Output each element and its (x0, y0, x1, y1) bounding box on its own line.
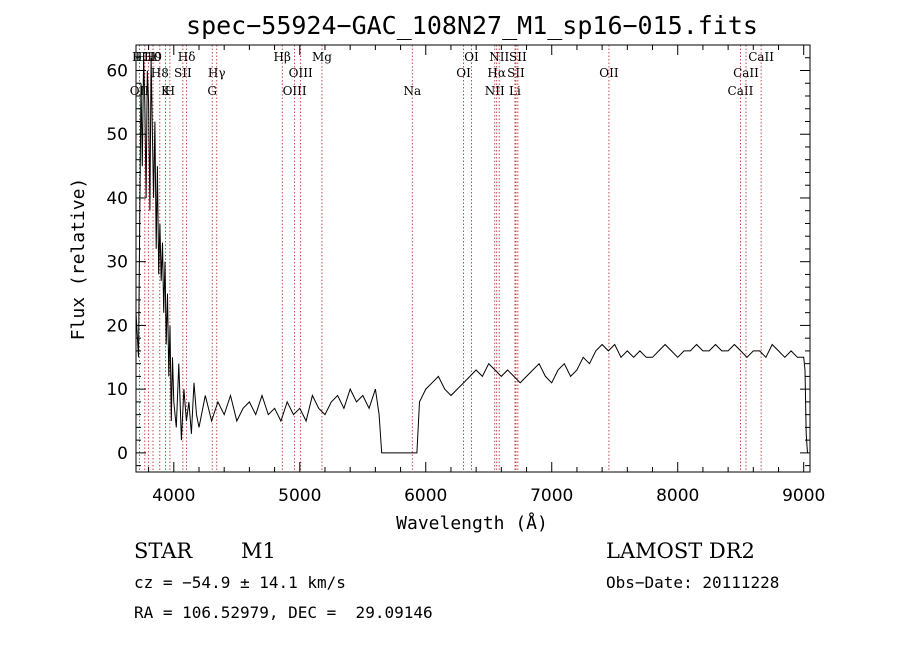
line-marker-label: CaII (748, 50, 774, 64)
line-marker-label: Na (403, 84, 421, 98)
x-tick-label: 4000 (152, 486, 195, 506)
line-marker-label: SII (174, 66, 192, 80)
spectrum-line (135, 57, 808, 454)
line-marker-label: CaII (728, 84, 754, 98)
x-tick-label: 9000 (782, 486, 825, 506)
line-marker-label: SII (507, 66, 525, 80)
observation-date: Obs−Date: 20111228 (606, 573, 780, 592)
survey-name: LAMOST DR2 (606, 539, 755, 563)
y-tick-label: 10 (106, 380, 128, 400)
y-tick-label: 60 (106, 61, 128, 81)
x-axis: 4000 5000 6000 7000 8000 9000 (148, 45, 825, 506)
line-marker-label: OI (456, 66, 471, 80)
line-marker-label: K (161, 84, 171, 98)
line-marker-label: H9 (144, 50, 162, 64)
line-marker-label: Hβ (274, 50, 291, 64)
y-tick-label: 50 (106, 125, 128, 145)
line-marker-label: CaII (733, 66, 759, 80)
line-marker-label: Li (509, 84, 521, 98)
x-tick-label: 8000 (656, 486, 699, 506)
object-subclass: M1 (241, 539, 276, 563)
line-marker-label: G (207, 84, 217, 98)
line-marker-label: Hδ (178, 50, 196, 64)
x-tick-label: 7000 (530, 486, 573, 506)
coordinates: RA = 106.52979, DEC = 29.09146 (134, 603, 433, 622)
line-marker-label: H (165, 84, 175, 98)
redshift-velocity: cz = −54.9 ± 14.1 km/s (134, 573, 346, 592)
x-tick-label: 6000 (404, 486, 447, 506)
line-marker-label: H10 (135, 50, 161, 64)
line-marker-label: OIII (289, 66, 313, 80)
line-marker-label: SII (509, 50, 527, 64)
line-marker-label: NII (489, 50, 509, 64)
line-marker-label: NII (485, 84, 505, 98)
y-axis-label: Flux (relative) (68, 178, 89, 341)
y-tick-label: 30 (106, 253, 128, 273)
y-tick-label: 40 (106, 189, 128, 209)
line-marker-label: OI (464, 50, 479, 64)
line-marker-label: Hγ (208, 66, 226, 80)
line-marker-label: OII (599, 66, 619, 80)
plot-frame (135, 44, 811, 473)
line-marker-label: OIII (283, 84, 307, 98)
y-tick-label: 20 (106, 316, 128, 336)
spectrum-series (135, 57, 808, 454)
y-tick-label: 0 (117, 444, 128, 464)
line-marker-label: H8 (151, 66, 169, 80)
chart-title: spec−55924−GAC_108N27_M1_sp16−015.fits (186, 11, 758, 40)
x-axis-label: Wavelength (Å) (396, 512, 548, 534)
object-class: STAR (134, 539, 193, 563)
x-tick-label: 5000 (278, 486, 321, 506)
line-marker-label: Mg (312, 50, 332, 64)
y-axis: 0 10 20 30 40 50 60 (106, 57, 810, 467)
line-marker-label: Hα (487, 66, 506, 80)
